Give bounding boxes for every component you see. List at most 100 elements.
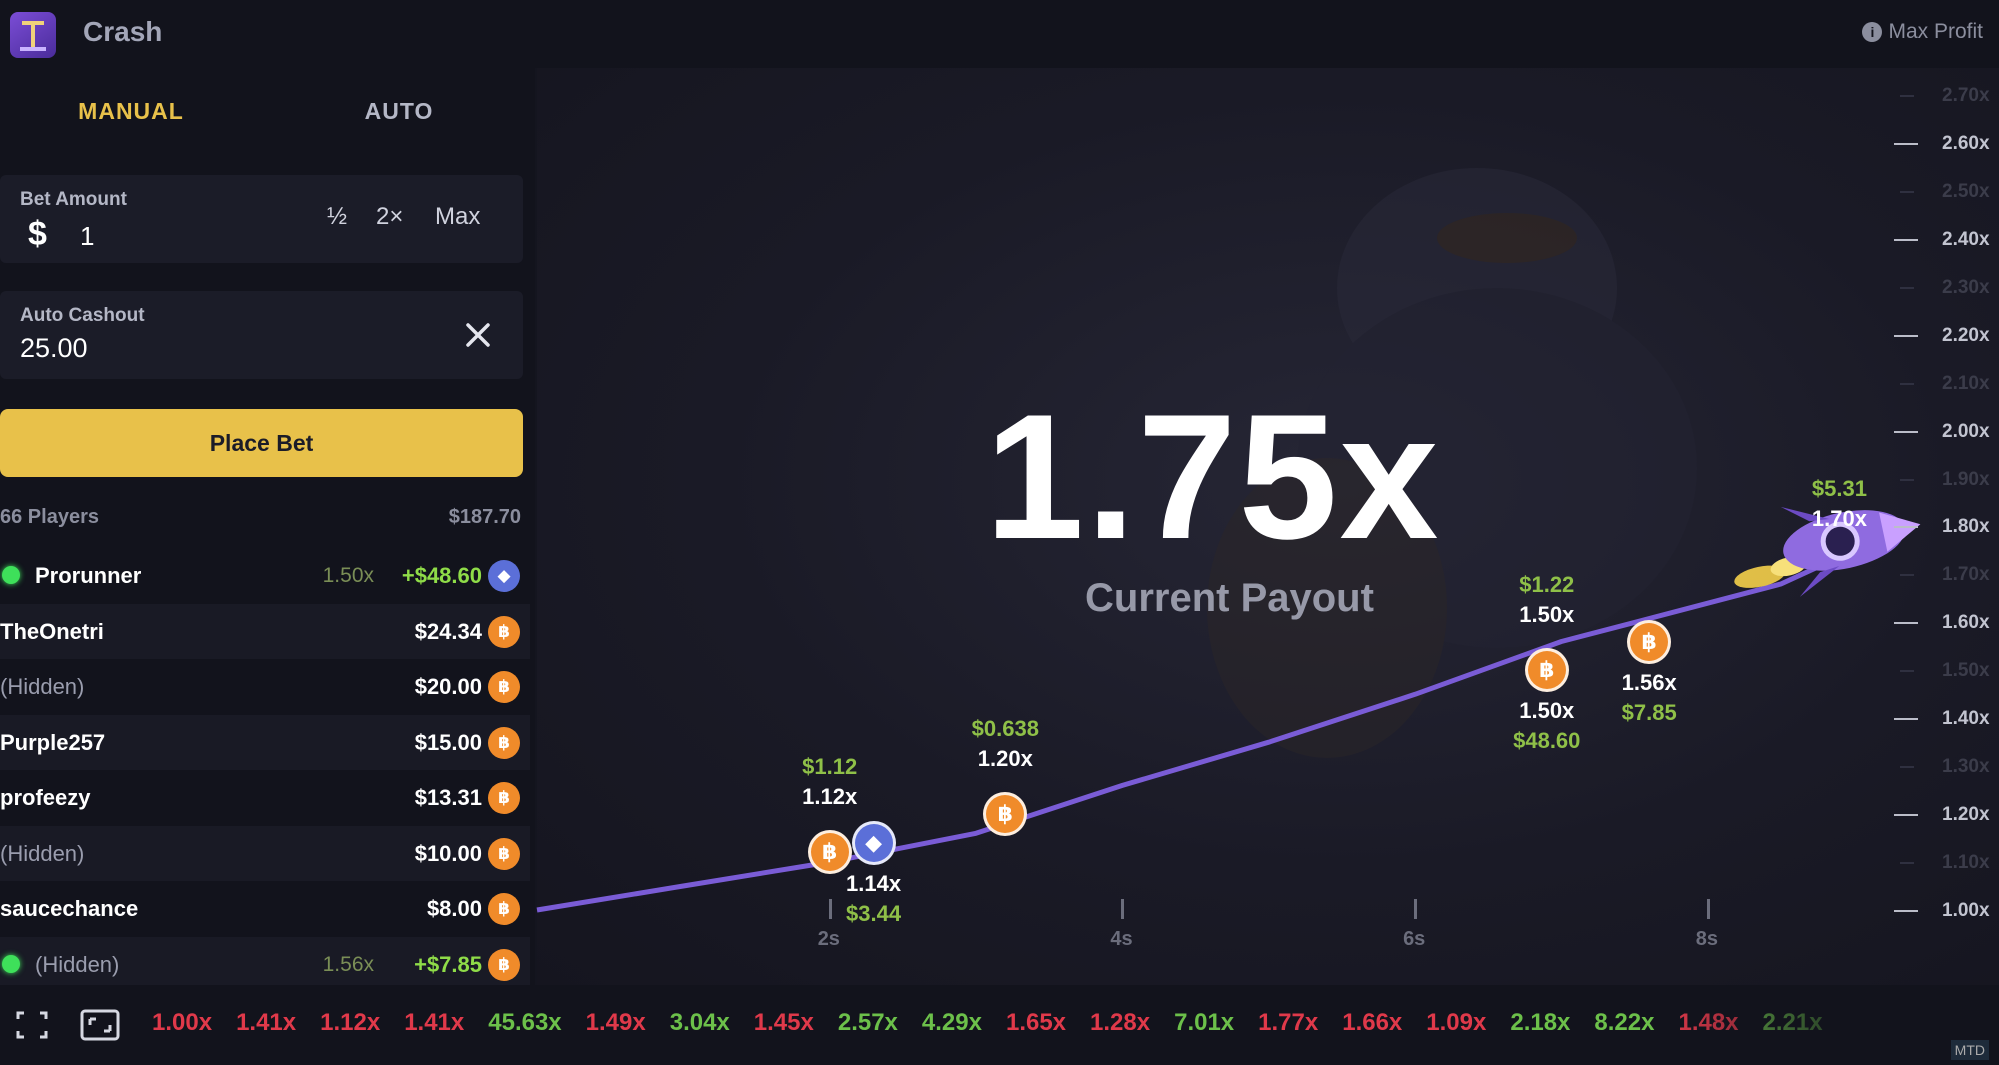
x-tick-label: 4s	[1110, 928, 1133, 950]
player-name: profeezy	[0, 785, 91, 810]
y-tick-label: 1.70x	[1900, 564, 1999, 585]
cashout-amount: $7.85	[1621, 699, 1677, 725]
cashout-amount: $3.44	[846, 900, 902, 926]
cashout-multiplier: 1.12x	[802, 784, 858, 810]
x-tick-mark	[828, 899, 832, 919]
history-item[interactable]: 1.00x	[152, 1009, 213, 1036]
history-item[interactable]: 45.63x	[488, 1009, 562, 1036]
top-bar: Crash i Max Profit	[0, 0, 1999, 68]
cashout-label: 1.14x $3.44	[809, 869, 939, 929]
history-item[interactable]: 1.77x	[1258, 1009, 1319, 1036]
ethereum-icon: ◆	[488, 560, 520, 592]
crash-history-list: 1.00x 1.41x 1.12x 1.41x 45.63x 1.49x 3.04x 1.45…	[152, 1009, 1847, 1043]
half-bet-button[interactable]: ½	[327, 203, 348, 230]
cashout-multiplier: 1.56x	[1621, 669, 1677, 695]
bitcoin-icon: ฿	[807, 830, 852, 875]
history-item[interactable]: 4.29x	[921, 1009, 982, 1036]
auto-cashout-input[interactable]: 25.00	[20, 333, 88, 363]
cashout-label: 1.50x $48.60	[1482, 696, 1612, 756]
player-row: Prorunner 1.50x +$48.60 ◆	[0, 548, 530, 603]
y-tick-label: 1.50x	[1900, 660, 1999, 681]
cashout-amount: $1.22	[1519, 572, 1575, 598]
y-tick-mark	[1894, 142, 1918, 145]
history-fade	[1660, 985, 1999, 1065]
cashout-amount: $0.638	[971, 716, 1039, 742]
double-bet-button[interactable]: 2×	[376, 203, 404, 230]
x-tick-label: 8s	[1695, 928, 1718, 950]
x-tick-mark	[1706, 899, 1710, 919]
bitcoin-icon: ฿	[983, 792, 1028, 837]
bitcoin-icon: ฿	[488, 615, 520, 648]
x-tick-label: 6s	[1403, 928, 1426, 950]
y-tick-mark	[1894, 622, 1918, 625]
player-amount: $10.00	[414, 840, 482, 866]
bet-amount-label: Bet Amount	[20, 189, 127, 210]
fullscreen-icon[interactable]	[10, 1005, 54, 1045]
cashout-amount: $5.31	[1811, 476, 1867, 502]
close-icon[interactable]	[460, 317, 496, 353]
y-tick-label: 1.90x	[1900, 469, 1999, 490]
bitcoin-icon: ฿	[488, 948, 520, 981]
online-status-icon	[2, 954, 20, 973]
bet-panel: MANUAL AUTO Bet Amount $ 1 ½ 2× Max Auto…	[0, 68, 535, 992]
max-bet-button[interactable]: Max	[435, 203, 481, 230]
history-item[interactable]: 2.18x	[1510, 1009, 1571, 1036]
x-tick-mark	[1414, 899, 1418, 919]
bet-amount-input[interactable]: 1	[80, 221, 95, 251]
players-count: 66 Players	[0, 506, 99, 528]
y-tick-mark	[1900, 190, 1914, 193]
history-item[interactable]: 3.04x	[669, 1009, 730, 1036]
bitcoin-icon: ฿	[488, 837, 520, 870]
max-profit-link[interactable]: i Max Profit	[1862, 20, 1983, 44]
current-payout-caption: Current Payout	[1085, 576, 1374, 620]
player-name: saucechance	[0, 896, 139, 921]
history-item[interactable]: 1.45x	[753, 1009, 814, 1036]
cashout-label: $1.22 1.50x	[1482, 570, 1612, 630]
dollar-icon: $	[28, 215, 47, 253]
player-amount: $15.00	[414, 729, 482, 755]
y-tick-mark	[1894, 526, 1918, 529]
background-character-illustration	[1207, 168, 1697, 758]
auto-cashout-field[interactable]: Auto Cashout 25.00	[0, 291, 523, 379]
player-multiplier: 1.50x	[322, 564, 374, 587]
history-item[interactable]: 1.12x	[320, 1009, 381, 1036]
x-tick-mark	[1121, 899, 1125, 919]
bet-amount-field[interactable]: Bet Amount $ 1 ½ 2× Max	[0, 175, 523, 263]
history-item[interactable]: 1.41x	[404, 1009, 465, 1036]
history-item[interactable]: 1.66x	[1342, 1009, 1403, 1036]
player-row: (Hidden) $10.00 ฿	[0, 825, 530, 881]
history-item[interactable]: 1.09x	[1426, 1009, 1487, 1036]
place-bet-button[interactable]: Place Bet	[0, 409, 523, 477]
y-tick-label: 1.20x	[1894, 804, 1999, 825]
player-name: Purple257	[0, 729, 106, 755]
player-name: (Hidden)	[0, 840, 85, 866]
history-item[interactable]: 1.28x	[1090, 1009, 1151, 1036]
bitcoin-icon: ฿	[1524, 648, 1569, 693]
history-item[interactable]: 8.22x	[1594, 1009, 1655, 1036]
player-row: TheOnetri $24.34 ฿	[0, 603, 530, 659]
y-tick-mark	[1900, 670, 1914, 673]
y-tick-label: 1.80x	[1894, 516, 1999, 537]
watermark: MTD	[1950, 1040, 1989, 1060]
history-item[interactable]: 7.01x	[1174, 1009, 1235, 1036]
bitcoin-icon: ฿	[1627, 619, 1672, 664]
history-item[interactable]: 1.49x	[585, 1009, 646, 1036]
y-tick-label: 1.30x	[1900, 756, 1999, 777]
players-header: 66 Players $187.70	[0, 506, 523, 536]
y-tick-label: 1.40x	[1894, 708, 1999, 729]
theatre-mode-icon[interactable]	[78, 1005, 122, 1045]
bitcoin-icon: ฿	[488, 782, 520, 814]
player-name: Prorunner	[35, 563, 142, 588]
game-area	[537, 68, 1999, 985]
cashout-multiplier: 1.70x	[1811, 506, 1867, 532]
history-item[interactable]: 1.41x	[236, 1009, 297, 1036]
tab-auto[interactable]: AUTO	[268, 98, 530, 188]
history-item[interactable]: 2.57x	[837, 1009, 898, 1036]
bitcoin-icon: ฿	[488, 893, 520, 925]
y-tick-mark	[1900, 862, 1914, 865]
ethereum-icon: ◆	[851, 820, 896, 865]
history-item[interactable]: 1.65x	[1005, 1009, 1067, 1036]
bitcoin-icon: ฿	[488, 671, 520, 703]
cashout-multiplier: 1.50x	[1519, 698, 1575, 724]
player-amount: $20.00	[414, 674, 482, 699]
